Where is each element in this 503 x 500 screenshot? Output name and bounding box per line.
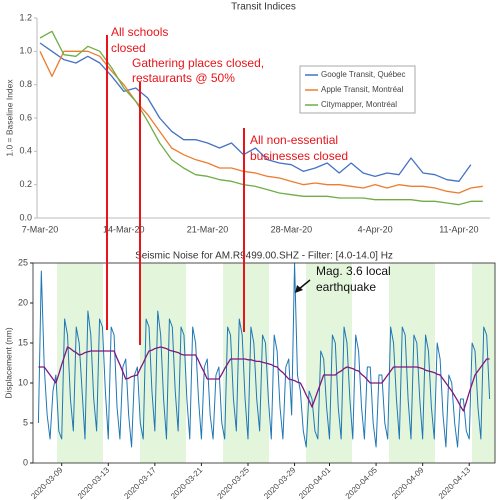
y-tick-label: 20 bbox=[18, 297, 28, 307]
y-tick-label: 1.0 bbox=[19, 46, 32, 56]
legend-label: Apple Transit, Montréal bbox=[321, 85, 403, 94]
annotation: Mag. 3.6 local bbox=[316, 264, 391, 278]
y-tick-label: 0.2 bbox=[19, 179, 32, 189]
chart-title: Transit Indices bbox=[231, 2, 296, 13]
x-tick-label: 2020-04-01 bbox=[297, 465, 333, 500]
x-tick-label: 28-Mar-20 bbox=[271, 224, 313, 234]
weekend-bands bbox=[57, 263, 495, 463]
plot-frame bbox=[32, 262, 496, 464]
y-tick-label: 10 bbox=[18, 377, 28, 387]
x-tick-label: 2020-04-09 bbox=[390, 465, 426, 500]
overlay: All schools closed Gathering places clos… bbox=[32, 25, 496, 464]
annotation: closed bbox=[111, 41, 146, 55]
legend-box bbox=[299, 65, 416, 114]
y-tick-label: 5 bbox=[23, 417, 28, 427]
x-tick-label: 2020-03-09 bbox=[29, 465, 65, 500]
chart-title: Seismic Noise for AM.R9499.00.SHZ - Filt… bbox=[135, 251, 393, 262]
y-axis-label: Displacement (nm) bbox=[3, 327, 13, 398]
y-tick-label: 15 bbox=[18, 337, 28, 347]
annotation: All schools bbox=[111, 25, 168, 39]
x-tick-label: 2020-03-25 bbox=[216, 465, 252, 500]
y-tick-label: 0.8 bbox=[19, 79, 32, 89]
arrow-head bbox=[295, 285, 303, 293]
legend-label: Google Transit, Québec bbox=[321, 70, 406, 79]
x-tick-label: 14-Mar-20 bbox=[103, 224, 145, 234]
x-tick-label: 2020-03-21 bbox=[169, 465, 205, 500]
annotation: Gathering places closed, bbox=[132, 56, 264, 70]
x-tick-label: 2020-03-17 bbox=[122, 465, 158, 500]
series-line bbox=[37, 262, 491, 448]
y-tick-label: 0.4 bbox=[19, 146, 32, 156]
y-tick-label: 1.2 bbox=[19, 12, 32, 22]
annotation: restaurants @ 50% bbox=[132, 71, 235, 85]
annotation: earthquake bbox=[316, 280, 376, 294]
band bbox=[389, 263, 435, 463]
annotation: businesses closed bbox=[250, 149, 348, 163]
annotation: All non-essential bbox=[250, 133, 338, 147]
y-axis-label: 1.0 = Baseline Index bbox=[4, 79, 14, 157]
series-line bbox=[39, 50, 483, 194]
band bbox=[140, 263, 186, 463]
series-line bbox=[38, 346, 490, 412]
x-tick-label: 2020-04-13 bbox=[437, 465, 473, 500]
x-tick-label: 21-Mar-20 bbox=[187, 224, 229, 234]
arrow bbox=[298, 279, 311, 290]
y-tick-label: 0.0 bbox=[19, 212, 32, 222]
x-tick-label: 11-Apr-20 bbox=[439, 224, 478, 234]
y-tick-label: 25 bbox=[18, 257, 28, 267]
y-tick-label: 0.6 bbox=[19, 112, 32, 122]
x-tick-label: 4-Apr-20 bbox=[358, 224, 393, 234]
x-tick-label: 2020-03-13 bbox=[76, 465, 112, 500]
legend-label: Citymapper, Montréal bbox=[321, 100, 397, 109]
y-tick-label: 0 bbox=[23, 457, 28, 467]
x-tick-label: 7-Mar-20 bbox=[22, 224, 59, 234]
series-line bbox=[39, 30, 483, 206]
x-tick-label: 2020-04-05 bbox=[344, 465, 380, 500]
series-line bbox=[39, 42, 472, 182]
x-tick-label: 2020-03-29 bbox=[262, 465, 298, 500]
